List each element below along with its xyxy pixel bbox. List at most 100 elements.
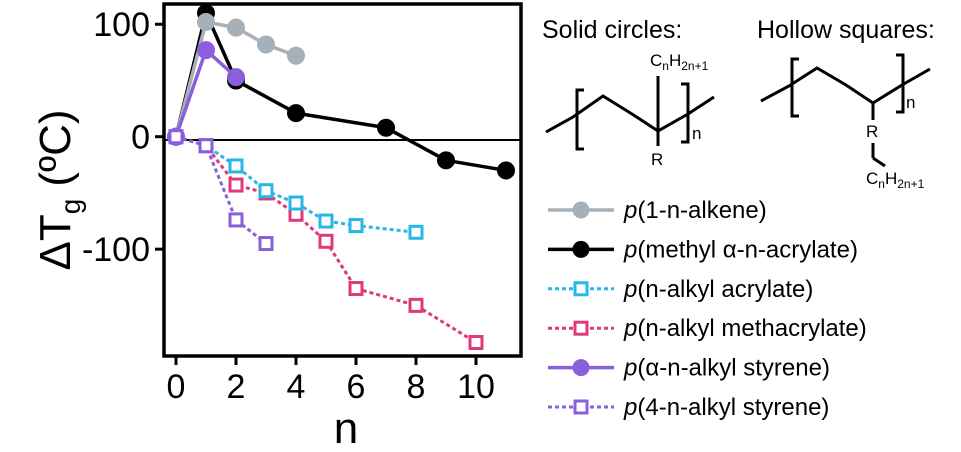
structure-hollow-squares: [760, 53, 931, 168]
data-point: [257, 35, 275, 54]
r-group-2: R: [866, 122, 878, 141]
series-line: [175, 135, 267, 245]
x-tick-label: 4: [287, 368, 306, 406]
formula-sub: 2n+1: [681, 59, 708, 73]
x-tick-label: 2: [227, 368, 246, 406]
legend-label-rest: (methyl α-n-acrylate): [637, 236, 858, 263]
legend-label: p(1-n-alkene): [623, 197, 767, 224]
data-point: [227, 18, 245, 37]
y-tick-label: 0: [131, 119, 150, 157]
data-point: [377, 118, 395, 137]
bracket-left-1: [575, 88, 584, 151]
y-tick-label: 100: [93, 6, 150, 44]
data-point: [228, 177, 244, 193]
plot-area: 100 0 -100 0 2 4 6 8 10: [82, 2, 523, 406]
legend-label-rest: (4-n-alkyl styrene): [637, 394, 829, 421]
bracket-left-2: [790, 57, 799, 118]
legend-label: p(methyl α-n-acrylate): [623, 236, 858, 263]
formula-h: H: [669, 51, 681, 70]
legend-label: p(α-n-alkyl styrene): [623, 355, 830, 382]
legend-item: p(4-n-alkyl styrene): [548, 394, 829, 421]
pendant-bond-3: [872, 156, 886, 168]
x-axis-label: n: [334, 404, 358, 452]
r-group-1: R: [651, 150, 663, 169]
bracket-right-2: [896, 53, 905, 114]
legend-item: p(1-n-alkene): [548, 197, 767, 224]
legend-marker: [572, 359, 590, 377]
legend-marker: [573, 399, 589, 415]
data-point: [468, 335, 484, 351]
legend-label-rest: (n-alkyl acrylate): [637, 276, 813, 303]
formula-bottom-2: CnH2n+1: [866, 169, 925, 191]
legend: p(1-n-alkene)p(methyl α-n-acrylate)p(n-a…: [548, 197, 867, 421]
formula-sub: 2n+1: [897, 177, 924, 191]
formula-top-1: CnH2n+1: [650, 51, 709, 73]
hollow-squares-label: Hollow squares:: [757, 16, 935, 44]
formula-n: n: [878, 177, 885, 191]
data-point: [228, 158, 244, 174]
y-axis-label-unit: (ºC): [31, 109, 80, 186]
legend-label-rest: (n-alkyl methacrylate): [637, 315, 866, 342]
data-point: [318, 213, 334, 229]
legend-item: p(methyl α-n-acrylate): [548, 236, 858, 263]
legend-item: p(n-alkyl acrylate): [548, 276, 813, 303]
data-point: [198, 138, 214, 154]
legend-label: p(4-n-alkyl styrene): [623, 394, 829, 421]
data-point: [348, 281, 364, 297]
formula-h: H: [885, 169, 897, 188]
series-5: [168, 129, 274, 252]
data-point: [348, 218, 364, 234]
solid-circles-label: Solid circles:: [542, 16, 682, 44]
series-line: [174, 11, 507, 173]
data-point: [227, 68, 245, 87]
y-axis-label: ΔTg (ºC): [31, 109, 86, 270]
legend-label: p(n-alkyl acrylate): [623, 276, 813, 303]
formula-n: n: [662, 59, 669, 73]
legend-label-rest: (1-n-alkene): [637, 197, 766, 224]
data-point: [408, 297, 424, 313]
x-tick-label: 8: [407, 368, 426, 406]
legend-label-prefix: p: [623, 355, 637, 382]
bracket-right-1: [681, 82, 690, 144]
legend-marker: [572, 240, 590, 258]
series-1: [167, 3, 515, 180]
legend-marker: [573, 281, 589, 297]
backbone-2: [760, 66, 931, 105]
y-axis-label-main: ΔT: [31, 214, 80, 270]
x-tick-label: 10: [457, 368, 495, 406]
legend-label-prefix: p: [623, 276, 637, 303]
legend-label-prefix: p: [623, 236, 637, 263]
data-point: [287, 46, 305, 65]
formula-c: C: [866, 169, 878, 188]
data-point: [197, 41, 215, 60]
x-tick-label: 0: [167, 368, 186, 406]
y-ticks: 100 0 -100: [82, 6, 164, 269]
legend-label-prefix: p: [623, 315, 637, 342]
legend-label-prefix: p: [623, 394, 637, 421]
legend-label-prefix: p: [623, 197, 637, 224]
legend-label: p(n-alkyl methacrylate): [623, 315, 867, 342]
repeat-n-1: n: [692, 124, 701, 143]
plot-frame: [162, 2, 523, 358]
repeat-n-2: n: [906, 93, 915, 112]
legend-item: p(n-alkyl methacrylate): [548, 315, 867, 342]
data-point: [168, 129, 184, 145]
data-point: [437, 151, 455, 170]
structure-solid-circles: [545, 76, 715, 151]
series-layer: [167, 3, 515, 351]
data-point: [287, 104, 305, 123]
x-tick-label: 6: [347, 368, 366, 406]
legend-item: p(α-n-alkyl styrene): [548, 355, 830, 382]
x-ticks: 0 2 4 6 8 10: [167, 356, 495, 406]
legend-label-rest: (α-n-alkyl styrene): [637, 355, 830, 382]
data-point: [408, 224, 424, 240]
data-point: [318, 233, 334, 249]
y-axis-label-sub: g: [55, 199, 86, 215]
series-3: [168, 129, 484, 351]
data-point: [497, 161, 515, 180]
data-point: [228, 212, 244, 228]
legend-marker: [572, 201, 590, 219]
data-point: [197, 12, 215, 31]
formula-c: C: [650, 51, 662, 70]
